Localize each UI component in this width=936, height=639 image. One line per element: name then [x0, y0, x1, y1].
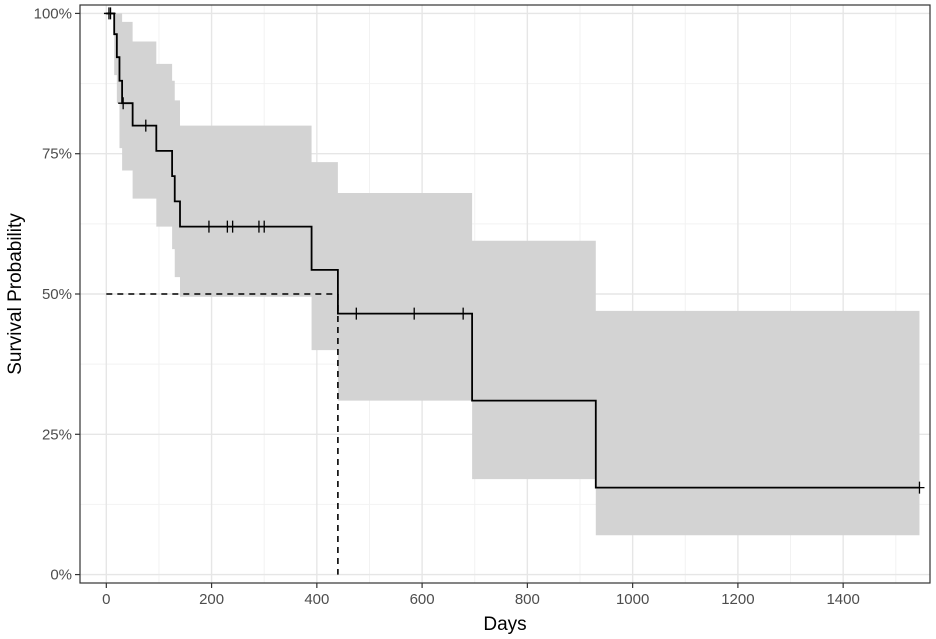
x-tick-label: 1400: [826, 591, 859, 608]
y-axis-ticks: 0% 25% 50% 75% 100%: [34, 5, 80, 584]
confidence-band-area: [106, 13, 920, 536]
y-tick-label: 100%: [34, 5, 72, 22]
y-tick-label: 25%: [42, 426, 72, 443]
censor-mark: [203, 220, 214, 233]
confidence-band: [106, 13, 920, 536]
y-tick-label: 50%: [42, 286, 72, 303]
y-tick-label: 0%: [50, 567, 72, 584]
censor-marks: [103, 7, 925, 494]
censor-mark: [105, 7, 116, 20]
x-tick-label: 0: [102, 591, 110, 608]
y-tick-label: 75%: [42, 146, 72, 163]
x-axis-title: Days: [483, 614, 526, 635]
censor-mark: [914, 481, 925, 494]
x-tick-label: 800: [515, 591, 540, 608]
survival-step-line: [106, 12, 920, 489]
x-tick-label: 1000: [616, 591, 649, 608]
x-tick-label: 200: [199, 591, 224, 608]
survival-curve: [106, 12, 920, 489]
x-tick-label: 400: [304, 591, 329, 608]
censor-mark: [140, 119, 151, 132]
x-tick-label: 600: [410, 591, 435, 608]
censor-mark: [227, 220, 238, 233]
x-tick-label: 1200: [721, 591, 754, 608]
median-reference-lines: [106, 293, 339, 575]
censor-mark: [409, 307, 420, 320]
censor-mark: [118, 97, 129, 110]
censor-mark: [259, 220, 270, 233]
censor-mark: [458, 307, 469, 320]
x-axis-ticks: 0 200 400 600 800 1000 1200 1400: [102, 583, 860, 608]
y-axis-title: Survival Probability: [5, 213, 26, 375]
censor-mark: [351, 307, 362, 320]
